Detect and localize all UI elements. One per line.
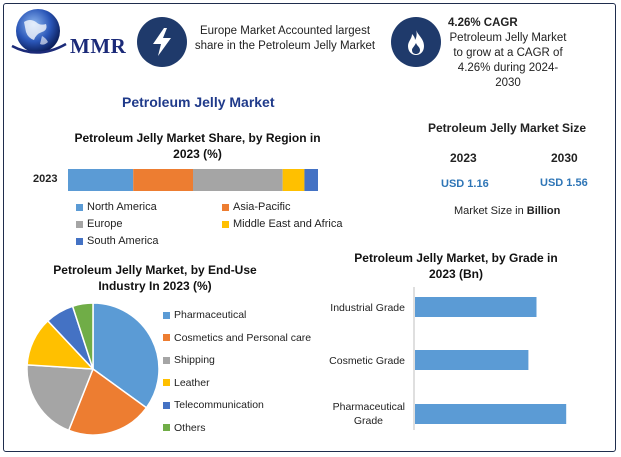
market-size-year-2023: 2023	[450, 151, 477, 165]
grade-chart-title: Petroleum Jelly Market, by Grade in 2023…	[354, 251, 558, 281]
highlight-europe-text: Europe Market Accounted largest share in…	[194, 25, 376, 52]
legend-label: Pharmaceutical	[174, 309, 247, 321]
region-bar-asia-pacific	[133, 169, 193, 191]
legend-swatch	[76, 203, 83, 211]
flame-icon	[408, 29, 424, 55]
legend-label: Telecommunication	[174, 399, 264, 411]
end-use-pie	[26, 302, 160, 436]
highlight-cagr: 4.26% CAGR Petroleum Jelly Market to gro…	[448, 16, 598, 91]
legend-label: Others	[174, 421, 206, 434]
pie-slice-cosmetics-and-personal-care	[67, 367, 148, 436]
market-size-note-unit: Billion	[526, 205, 561, 217]
region-bar-europe	[193, 169, 283, 191]
legend-label: Asia-Pacific	[233, 201, 291, 213]
legend-swatch	[163, 401, 170, 409]
main-title: Petroleum Jelly Market	[122, 94, 275, 110]
pie-legend-item-pharmaceutical: Pharmaceutical	[163, 309, 246, 321]
lightning-icon-badge	[137, 17, 187, 67]
pie-legend-item-shipping: Shipping	[163, 354, 215, 366]
legend-swatch	[76, 237, 83, 245]
market-size-note: Market Size in Billion	[454, 205, 560, 217]
region-legend-item-south-america: South America	[76, 235, 159, 247]
brand-name: MMR	[70, 34, 127, 58]
region-category-label: 2023	[33, 173, 58, 185]
highlight-cagr-title: 4.26% CAGR	[448, 17, 518, 29]
region-bar-middle-east-and-africa	[282, 169, 305, 191]
pie-slice-pharmaceutical	[92, 302, 160, 409]
legend-label: Cosmetics and Personal care	[174, 331, 312, 344]
legend-swatch	[76, 220, 83, 228]
highlight-cagr-text: Petroleum Jelly Market to grow at a CAGR…	[449, 32, 567, 89]
region-legend-item-europe: Europe	[76, 218, 122, 230]
region-chart-title: Petroleum Jelly Market Share, by Region …	[74, 131, 321, 161]
legend-swatch	[222, 220, 229, 228]
globe-icon	[11, 9, 67, 54]
lightning-icon	[153, 28, 171, 56]
legend-label: Middle East and Africa	[233, 218, 343, 230]
region-legend-item-middle-east-and-africa: Middle East and Africa	[222, 218, 342, 230]
legend-swatch	[163, 356, 170, 364]
pie-legend-item-others: Others	[163, 422, 206, 434]
legend-swatch	[163, 424, 170, 431]
pie-legend-item-leather: Leather	[163, 377, 210, 389]
region-bar-north-america	[68, 169, 134, 191]
region-stacked-bar	[68, 169, 318, 191]
legend-swatch	[163, 334, 170, 341]
pie-legend-item-cosmetics-and-personal-care: Cosmetics and Personal care	[163, 332, 311, 344]
page-frame	[3, 3, 616, 452]
legend-label: Leather	[174, 376, 210, 389]
market-size-value-2023: USD 1.16	[441, 178, 489, 190]
legend-swatch	[163, 311, 170, 319]
legend-swatch	[222, 203, 229, 211]
market-size-year-2030: 2030	[551, 151, 578, 165]
legend-label: North America	[87, 201, 157, 213]
legend-swatch	[163, 379, 170, 386]
region-legend-item-north-america: North America	[76, 201, 157, 213]
mmr-logo: MMR	[8, 6, 126, 60]
legend-label: Europe	[87, 218, 123, 230]
market-size-value-2030: USD 1.56	[540, 177, 588, 189]
legend-label: South America	[87, 235, 159, 247]
legend-label: Shipping	[174, 354, 215, 366]
region-bar-south-america	[304, 169, 318, 191]
pie-legend-item-telecommunication: Telecommunication	[163, 399, 264, 411]
flame-icon-badge	[391, 17, 441, 67]
end-use-chart-title: Petroleum Jelly Market, by End-Use Indus…	[53, 263, 257, 293]
market-size-title: Petroleum Jelly Market Size	[428, 121, 587, 135]
pie-slice-shipping	[26, 364, 95, 432]
highlight-europe: Europe Market Accounted largest share in…	[190, 24, 380, 54]
pie-slice-others	[71, 302, 94, 370]
region-legend-item-asia-pacific: Asia-Pacific	[222, 201, 290, 213]
market-size-note-prefix: Market Size in	[454, 205, 524, 217]
